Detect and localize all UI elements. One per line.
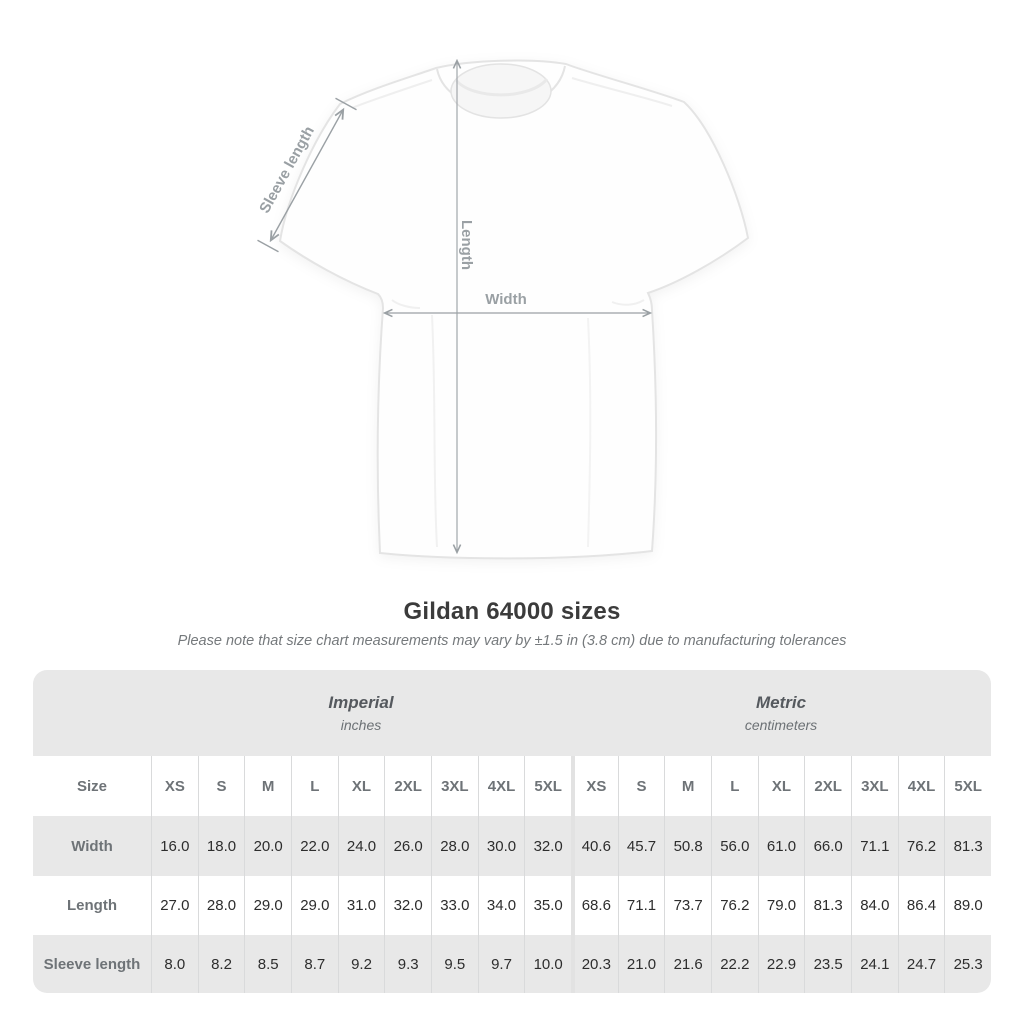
size-header: XL [337,756,385,816]
table-cell: 8.5 [244,935,291,993]
table-cell: 22.2 [711,935,758,993]
size-header: M [664,756,711,816]
table-row-sleeve-length: Sleeve length 8.0 8.2 8.5 8.7 9.2 9.3 9.… [33,935,991,993]
size-header: 3XL [851,756,898,816]
row-label: Length [67,897,117,914]
size-header-row: Size XS S M L XL 2XL 3XL 4XL 5XL XS S M … [33,756,991,816]
table-cell: 40.6 [571,816,618,876]
table-cell: 8.2 [197,935,245,993]
size-header: 3XL [431,756,478,816]
imperial-group-header: Imperial inches [151,670,571,756]
table-cell: 32.0 [384,876,431,935]
sleeve-length-arrow [257,97,357,253]
table-cell: 24.1 [851,935,898,993]
table-row-width: Width 16.0 18.0 20.0 22.0 24.0 26.0 28.0… [33,816,991,876]
page-title: Gildan 64000 sizes [403,598,621,625]
size-table: Imperial inches Metric centimeters Size … [33,670,991,993]
table-cell: 89.0 [944,876,991,935]
table-cell: 20.3 [571,935,618,993]
size-header: S [617,756,665,816]
table-cell: 8.7 [291,935,338,993]
table-cell: 18.0 [197,816,245,876]
table-cell: 81.3 [944,816,991,876]
imperial-label: Imperial [328,692,394,712]
size-header: S [197,756,245,816]
table-cell: 35.0 [524,876,571,935]
tshirt-illustration [278,59,750,560]
table-cell: 26.0 [384,816,431,876]
table-cell: 86.4 [897,876,945,935]
size-header: L [291,756,338,816]
size-diagram: Sleeve length Length Width [256,0,750,560]
width-label: Width [485,291,527,308]
imperial-unit: inches [340,717,382,734]
table-cell: 24.0 [337,816,385,876]
table-cell: 81.3 [804,876,851,935]
metric-group-header: Metric centimeters [571,670,991,756]
size-header: L [711,756,758,816]
table-row-length: Length 27.0 28.0 29.0 29.0 31.0 32.0 33.… [33,876,991,935]
table-cell: 22.9 [757,935,805,993]
table-cell: 50.8 [664,816,711,876]
table-cell: 33.0 [431,876,478,935]
row-label: Sleeve length [43,955,141,973]
table-cell: 25.3 [944,935,991,993]
table-cell: 27.0 [151,876,198,935]
size-header: 4XL [897,756,945,816]
table-cell: 34.0 [477,876,525,935]
table-cell: 23.5 [804,935,851,993]
size-header: M [244,756,291,816]
table-cell: 56.0 [711,816,758,876]
table-cell: 21.0 [617,935,665,993]
size-header: XS [571,756,618,816]
size-header: 5XL [944,756,991,816]
table-cell: 61.0 [757,816,805,876]
table-cell: 9.5 [431,935,478,993]
table-cell: 30.0 [477,816,525,876]
row-label: Width [71,837,113,855]
size-header: XL [757,756,805,816]
table-cell: 84.0 [851,876,898,935]
table-cell: 73.7 [664,876,711,935]
table-cell: 22.0 [291,816,338,876]
table-cell: 9.7 [477,935,525,993]
table-cell: 20.0 [244,816,291,876]
table-cell: 28.0 [197,876,245,935]
table-cell: 29.0 [244,876,291,935]
corner-spacer [33,670,151,756]
table-cell: 29.0 [291,876,338,935]
size-header: XS [151,756,198,816]
table-cell: 45.7 [617,816,665,876]
length-label: Length [458,220,475,270]
table-cell: 16.0 [151,816,198,876]
table-cell: 68.6 [571,876,618,935]
tolerance-note: Please note that size chart measurements… [177,633,847,649]
size-header: 2XL [804,756,851,816]
table-cell: 10.0 [524,935,571,993]
unit-header-row: Imperial inches Metric centimeters [33,670,991,756]
table-cell: 32.0 [524,816,571,876]
table-cell: 21.6 [664,935,711,993]
table-cell: 9.2 [337,935,385,993]
table-cell: 71.1 [617,876,665,935]
table-cell: 24.7 [897,935,945,993]
metric-label: Metric [755,692,807,712]
table-cell: 8.0 [151,935,198,993]
table-cell: 9.3 [384,935,431,993]
table-cell: 71.1 [851,816,898,876]
size-header: 4XL [477,756,525,816]
metric-unit: centimeters [744,717,818,734]
table-cell: 76.2 [711,876,758,935]
size-header: 5XL [524,756,571,816]
size-corner-header: Size [76,777,107,795]
table-cell: 76.2 [897,816,945,876]
table-cell: 28.0 [431,816,478,876]
size-header: 2XL [384,756,431,816]
table-cell: 31.0 [337,876,385,935]
table-cell: 66.0 [804,816,851,876]
table-cell: 79.0 [757,876,805,935]
